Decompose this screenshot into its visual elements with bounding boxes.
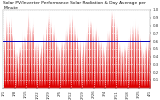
Text: Solar PV/Inverter Performance Solar Radiation & Day Average per Minute: Solar PV/Inverter Performance Solar Radi… bbox=[3, 1, 146, 10]
